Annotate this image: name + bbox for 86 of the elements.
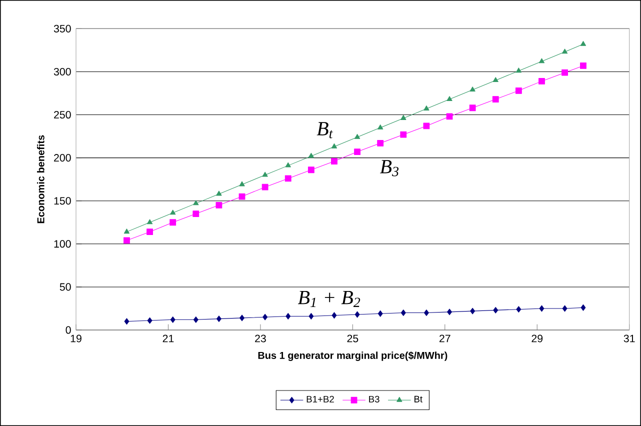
point [216,316,222,322]
point [562,69,568,76]
x-axis-title: Bus 1 generator marginal price($/MWhr) [258,351,448,361]
point [170,210,176,215]
x-tick-label: 29 [532,334,543,342]
x-tick-label: 19 [70,334,82,342]
point [493,306,498,314]
point [447,308,452,316]
y-tick-label: 150 [54,197,71,205]
y-tick-label: 300 [54,68,71,76]
y-axis-title: Economic benefits [37,135,44,224]
point [170,219,176,226]
point [378,310,383,317]
y-tick-label: 200 [54,154,71,162]
point [562,305,568,312]
y-tick-label: 350 [54,24,71,32]
point [262,314,268,320]
point [170,316,176,323]
point [469,104,476,112]
annotation: B$_{3}$ [380,160,399,176]
point [193,200,199,206]
point [492,96,499,102]
point [538,78,545,84]
x-tick-label: 23 [255,334,266,342]
point [354,134,360,139]
y-tick-label: 250 [54,110,71,119]
point [492,77,498,82]
point [354,311,360,318]
point [400,115,406,120]
point [308,152,314,158]
point [238,193,246,200]
point [446,113,453,120]
x-tick-label: 31 [624,334,635,342]
point [124,237,130,244]
point [286,313,291,320]
x-tick-label: 27 [440,334,450,342]
y-tick-label: 0 [66,326,71,334]
point [423,122,430,130]
point [239,181,245,186]
y-tick-label: 50 [60,283,71,291]
point [124,228,130,234]
point [284,175,292,182]
point [240,314,244,322]
point [400,131,407,138]
point [124,318,130,325]
annotation: B$_{1}$ + B$_{2}$ [298,290,360,307]
point [331,158,338,164]
point [424,106,430,110]
point [285,162,291,168]
point [262,184,268,190]
legend-label: B3 [369,396,380,402]
point [147,317,152,324]
point [146,219,153,224]
point [354,148,360,155]
point [193,316,198,323]
point [332,312,337,319]
x-tick-label: 25 [347,334,358,342]
point [424,310,429,316]
point [446,96,452,102]
point [308,166,314,174]
point [580,40,586,46]
point [216,190,222,196]
point [580,304,586,311]
point [515,87,522,94]
point [192,210,200,217]
point [378,124,384,130]
x-tick-label: 21 [162,334,174,342]
point [516,68,522,73]
point [146,228,153,236]
point [562,48,568,54]
y-tick-label: 100 [54,240,71,248]
point [516,306,522,313]
point [308,313,314,320]
point [580,62,586,69]
legend-label: B1+B2 [306,396,334,402]
point [470,86,476,92]
point [538,58,545,64]
annotation: B$_{t}$ [316,122,333,138]
point [400,310,406,316]
point [377,140,384,146]
point [539,305,544,312]
legend-label: Bt [414,396,422,402]
point [216,202,222,208]
point [262,172,268,177]
point [470,308,476,314]
point [331,143,338,148]
